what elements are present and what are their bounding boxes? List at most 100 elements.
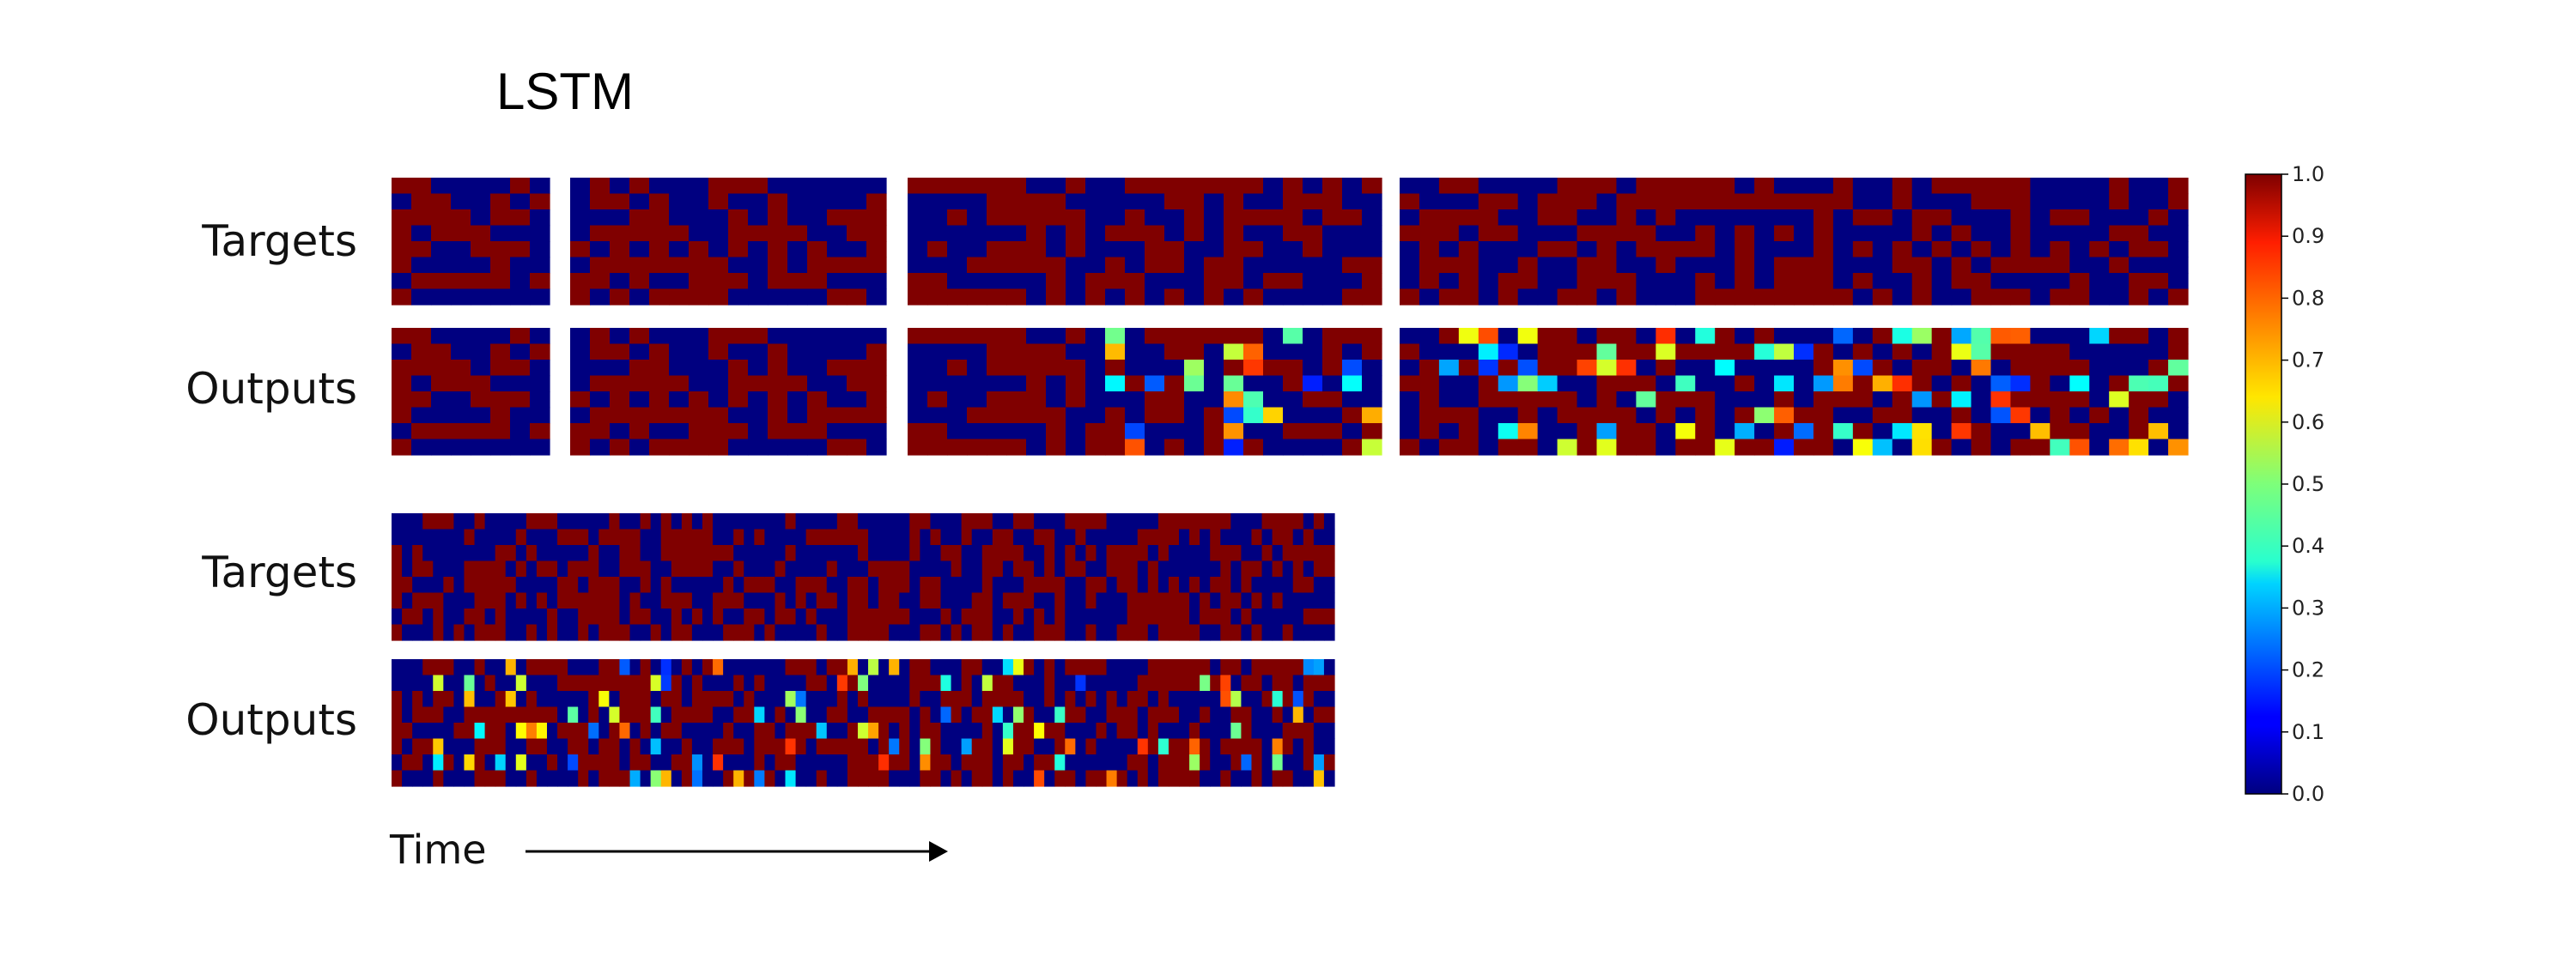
targets-bottom-cell	[805, 624, 817, 641]
targets-top-seg3-cell	[1362, 288, 1382, 306]
targets-bottom-cell	[1313, 577, 1325, 594]
targets-top-seg4-cell	[1990, 225, 2012, 242]
outputs-bottom-cell	[764, 691, 776, 708]
targets-top-seg4-cell	[1577, 273, 1598, 290]
targets-top-seg3-cell	[1224, 209, 1244, 227]
targets-bottom-cell	[1106, 609, 1118, 626]
targets-top-seg3-cell	[908, 209, 928, 227]
targets-bottom-cell	[816, 592, 828, 609]
targets-top-seg4-cell	[1971, 273, 1992, 290]
outputs-bottom-cell	[1241, 675, 1253, 692]
outputs-bottom-cell	[557, 738, 568, 755]
outputs-top-seg2-cell	[866, 407, 887, 424]
outputs-bottom-cell	[1210, 691, 1221, 708]
targets-bottom-cell	[826, 560, 838, 578]
outputs-top-seg2-cell	[590, 343, 611, 360]
targets-bottom-cell	[1241, 545, 1253, 562]
targets-bottom-cell	[1044, 560, 1055, 578]
targets-bottom-cell	[1044, 545, 1055, 562]
targets-bottom-cell	[392, 624, 403, 641]
outputs-bottom-cell	[826, 691, 838, 708]
targets-top-seg4-cell	[2148, 273, 2169, 290]
outputs-bottom-cell	[775, 723, 787, 740]
targets-bottom-cell	[536, 560, 548, 578]
outputs-top-seg4-cell	[1498, 343, 1519, 360]
targets-bottom-cell	[1210, 545, 1221, 562]
outputs-top-seg3-cell	[1164, 343, 1185, 360]
outputs-bottom-cell	[1179, 754, 1190, 772]
targets-top-seg4-cell	[1616, 273, 1637, 290]
targets-bottom-cell	[1106, 560, 1118, 578]
targets-top-seg4-cell	[1794, 288, 1814, 306]
outputs-top-seg1-cell	[510, 343, 531, 360]
targets-top-seg3-cell	[1322, 257, 1343, 274]
targets-bottom-cell	[785, 529, 797, 546]
outputs-top-seg3-cell	[1085, 407, 1106, 424]
outputs-bottom-cell	[505, 659, 517, 676]
outputs-bottom-cell	[920, 706, 932, 724]
targets-top-seg3-cell	[1105, 178, 1126, 195]
targets-top-seg2-cell	[708, 225, 729, 242]
targets-top-seg4-cell	[1872, 209, 1893, 227]
outputs-top-seg2-cell	[728, 360, 749, 377]
targets-bottom-cell	[453, 545, 465, 562]
outputs-bottom-cell	[1024, 675, 1035, 692]
outputs-top-seg4-cell	[1458, 423, 1479, 440]
outputs-top-seg3-cell	[987, 407, 1007, 424]
targets-top-seg4-cell	[1971, 241, 1992, 258]
targets-bottom-cell	[526, 513, 538, 530]
outputs-top-seg4-cell	[1813, 391, 1834, 409]
outputs-bottom-cell	[1137, 723, 1149, 740]
targets-bottom-cell	[443, 545, 454, 562]
targets-top-seg2-cell	[590, 209, 611, 227]
targets-bottom-cell	[557, 529, 568, 546]
targets-bottom-cell	[1189, 513, 1200, 530]
targets-bottom-cell	[1272, 529, 1284, 546]
targets-top-seg2-cell	[669, 288, 690, 306]
targets-top-seg4-cell	[1419, 193, 1440, 210]
targets-top-seg4-cell	[1458, 193, 1479, 210]
outputs-bottom-cell	[961, 675, 973, 692]
targets-bottom-cell	[992, 529, 1004, 546]
targets-bottom-cell	[1189, 560, 1200, 578]
outputs-bottom-cell	[557, 659, 568, 676]
outputs-top-seg1-cell	[490, 439, 511, 456]
targets-bottom-cell	[1272, 513, 1284, 530]
targets-top-seg2-cell	[570, 241, 591, 258]
outputs-top-seg4-cell	[1400, 407, 1420, 424]
targets-top-seg4-cell	[2129, 225, 2149, 242]
outputs-top-seg3-cell	[967, 391, 987, 409]
targets-top-seg4-cell	[1419, 273, 1440, 290]
targets-top-seg3-cell	[1224, 257, 1244, 274]
outputs-top-seg4-cell	[1557, 391, 1578, 409]
targets-bottom-cell	[909, 592, 920, 609]
targets-top-seg4-cell	[1832, 193, 1854, 210]
outputs-bottom-cell	[578, 675, 589, 692]
targets-top-seg4-cell	[1852, 273, 1874, 290]
targets-bottom-cell	[764, 545, 776, 562]
targets-top-seg4-cell	[1577, 209, 1598, 227]
outputs-bottom-cell	[951, 675, 963, 692]
targets-bottom-cell	[754, 609, 765, 626]
outputs-top-seg3-cell	[1204, 391, 1224, 409]
outputs-bottom-cell	[1137, 738, 1149, 755]
outputs-top-seg4-cell	[1596, 391, 1618, 409]
targets-top-seg3-cell	[908, 273, 928, 290]
targets-bottom-cell	[557, 513, 568, 530]
targets-bottom-cell	[878, 592, 890, 609]
outputs-bottom-cell	[505, 706, 517, 724]
outputs-top-seg1-cell	[471, 360, 491, 377]
outputs-bottom-cell	[1303, 706, 1315, 724]
outputs-bottom-cell	[971, 691, 983, 708]
targets-bottom-cell	[526, 577, 538, 594]
outputs-top-seg4-cell	[1931, 360, 1953, 377]
targets-bottom-cell	[1024, 624, 1035, 641]
outputs-bottom-cell	[847, 675, 859, 692]
outputs-bottom-cell	[609, 691, 621, 708]
outputs-bottom-cell	[640, 659, 652, 676]
outputs-top-seg2-cell	[669, 360, 690, 377]
outputs-bottom-cell	[920, 675, 932, 692]
outputs-top-seg3-cell	[927, 343, 948, 360]
outputs-bottom-cell	[1313, 754, 1325, 772]
outputs-bottom-cell	[992, 659, 1004, 676]
